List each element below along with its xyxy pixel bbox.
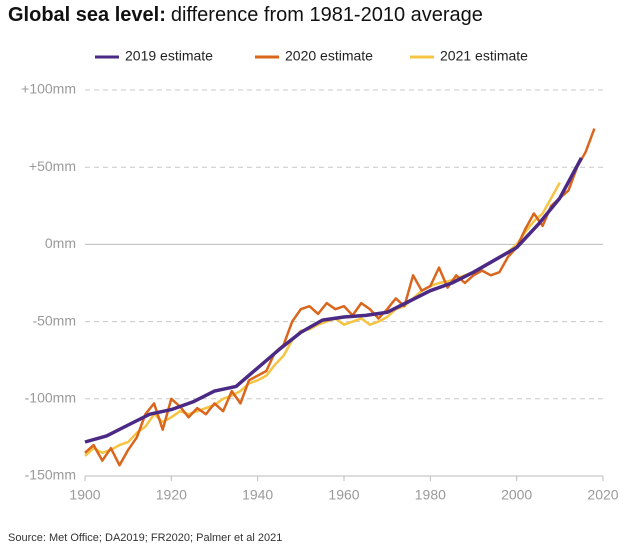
title-rest: difference from 1981-2010 average (171, 4, 483, 26)
title-bold: Global sea level: (8, 4, 166, 26)
y-tick-label: 0mm (45, 235, 76, 251)
series-line (84, 128, 596, 467)
x-tick-label: 1920 (156, 487, 187, 503)
x-tick-label: 1940 (242, 487, 273, 503)
x-tick-label: 2020 (587, 487, 618, 503)
x-tick-label: 2000 (501, 487, 532, 503)
legend-label: 2021 estimate (440, 48, 528, 64)
x-tick-label: 1980 (415, 487, 446, 503)
x-tick-label: 1960 (328, 487, 359, 503)
y-tick-label: -150mm (25, 467, 76, 483)
y-tick-label: +50mm (29, 158, 76, 174)
y-tick-label: -50mm (32, 312, 76, 328)
series-line (84, 157, 583, 444)
y-tick-label: -100mm (25, 390, 76, 406)
y-tick-label: +100mm (21, 81, 76, 97)
source: Source: Met Office; DA2019; FR2020; Palm… (8, 532, 282, 544)
chart-title: Global sea level: difference from 1981-20… (8, 4, 483, 26)
legend-label: 2020 estimate (285, 48, 373, 64)
legend-label: 2019 estimate (125, 48, 213, 64)
x-tick-label: 1900 (69, 487, 100, 503)
